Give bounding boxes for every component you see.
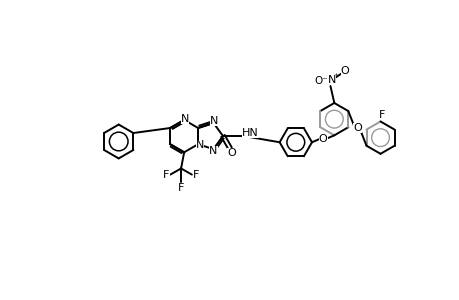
Text: O: O — [340, 66, 349, 76]
Text: O: O — [352, 123, 361, 134]
Text: HN: HN — [241, 128, 258, 138]
Text: N: N — [210, 116, 218, 127]
Text: N: N — [327, 75, 336, 85]
Text: ⁺: ⁺ — [333, 71, 337, 80]
Text: N: N — [180, 114, 189, 124]
Text: N: N — [195, 140, 203, 150]
Text: F: F — [178, 183, 184, 193]
Text: F: F — [163, 170, 169, 180]
Text: O⁻: O⁻ — [313, 76, 327, 86]
Text: F: F — [378, 110, 384, 120]
Text: N: N — [209, 146, 217, 156]
Text: F: F — [192, 170, 198, 180]
Text: O: O — [227, 148, 235, 158]
Text: O: O — [318, 134, 327, 144]
